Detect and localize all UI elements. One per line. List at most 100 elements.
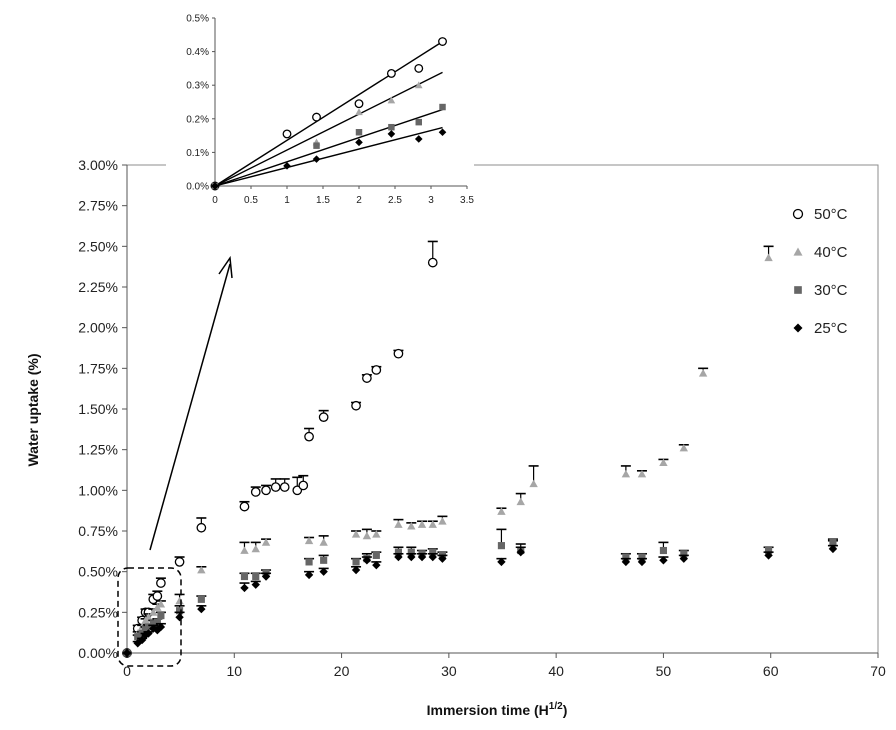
inset-fit-line [214, 126, 443, 187]
data-point [152, 591, 163, 601]
data-point [319, 538, 328, 546]
data-point [149, 620, 157, 628]
legend-marker [792, 208, 804, 220]
data-point [240, 572, 249, 581]
data-point [134, 633, 142, 641]
x-tick-label: 40 [548, 663, 564, 679]
data-point [362, 556, 372, 565]
data-point [156, 578, 166, 588]
data-point [659, 556, 668, 565]
inset-data-point [439, 103, 446, 111]
inset-data-point [211, 182, 219, 190]
data-point [638, 553, 646, 561]
y-tick-label: 1.50% [78, 401, 118, 417]
inset-data-point [282, 129, 292, 139]
legend-marker [793, 323, 803, 333]
inset-y-tick-label: 0.0% [186, 182, 209, 193]
y-tick-label: 3.00% [78, 157, 118, 173]
inset-data-point [312, 112, 321, 122]
legend-label: 50°C [814, 206, 848, 223]
main-x-tick-labels: 0 10 20 30 40 50 60 70 [123, 653, 886, 679]
inset-x-tick-label: 0.5 [244, 195, 258, 206]
data-point [304, 570, 314, 580]
inset-data-point [355, 138, 363, 147]
inset-data-point [438, 128, 447, 137]
data-point [149, 608, 158, 616]
inset-y-tick-label: 0.4% [186, 47, 209, 58]
data-point [428, 520, 437, 528]
data-point [352, 558, 360, 566]
inset-x-tick-label: 2 [356, 195, 362, 206]
data-point [144, 613, 153, 621]
data-point [319, 567, 328, 576]
inset-background [166, 4, 474, 214]
data-point [304, 536, 314, 545]
data-point [394, 548, 403, 556]
inset-axes [214, 18, 467, 187]
inset-data-point [354, 99, 364, 109]
data-point [659, 458, 668, 467]
legend: 50°C 40°C 30°C 25°C [792, 206, 848, 337]
data-point [394, 520, 403, 528]
inset-data-point [387, 130, 396, 138]
inset-data-point [388, 123, 395, 131]
legend-marker [794, 286, 802, 294]
main-data-marks [122, 240, 838, 658]
y-tick-label: 2.50% [78, 238, 118, 254]
inset-y-tick-label: 0.2% [186, 114, 209, 125]
data-point [197, 604, 206, 614]
data-point [698, 369, 708, 377]
data-point [497, 507, 506, 515]
data-point [362, 531, 372, 540]
y-tick-label: 1.75% [78, 360, 118, 376]
x-tick-label: 60 [763, 663, 779, 679]
y-tick-label: 0.00% [78, 645, 118, 661]
main-y-tick-labels: 0.00% 0.25% 0.50% 0.75% 1.00% 1.25% 1.50% 1.75%… [78, 157, 127, 661]
data-point [196, 522, 207, 533]
x-tick-label: 20 [334, 663, 350, 679]
inset-data-point [387, 96, 396, 104]
x-axis-label-superscript: 1/2 [549, 701, 563, 712]
inset-y-tick-label: 0.5% [186, 14, 209, 25]
x-tick-label: 70 [870, 663, 886, 679]
x-axis-label-suffix: ) [563, 702, 568, 718]
data-point [174, 557, 185, 567]
legend-label: 40°C [814, 244, 848, 261]
inset-data-point [283, 162, 291, 170]
inset-data-point [414, 81, 423, 89]
data-point [407, 548, 415, 556]
data-point [304, 431, 314, 442]
inset-x-tick-label: 3.5 [460, 195, 474, 206]
y-tick-label: 1.25% [78, 442, 118, 458]
data-point [764, 546, 773, 555]
data-point [659, 546, 667, 555]
inset-tick-labels: 0.0% 0.1% 0.2% 0.3% 0.4% 0.5% 0 0.5 1 1.5 2 2.5 3 3.5 [186, 14, 474, 207]
data-point [250, 487, 261, 497]
data-point [622, 553, 630, 561]
inset-x-tick-label: 1.5 [316, 195, 330, 206]
data-point [438, 517, 447, 525]
data-point [829, 538, 837, 546]
zoom-arrow-head [218, 255, 233, 279]
zoom-arrow-line [149, 263, 231, 551]
y-tick-label: 0.25% [78, 604, 118, 620]
data-point [318, 412, 329, 422]
series-1 [122, 245, 838, 657]
data-point [153, 618, 161, 626]
data-point [764, 253, 773, 262]
inset-data-point [355, 129, 363, 136]
data-point [516, 497, 525, 506]
x-tick-label: 30 [441, 663, 457, 679]
inset-data-point [355, 108, 363, 116]
data-point [175, 613, 184, 622]
legend-label: 30°C [814, 282, 848, 299]
data-point [175, 596, 184, 605]
data-point [261, 572, 271, 581]
y-tick-label: 0.75% [78, 523, 118, 539]
data-point [764, 551, 773, 560]
data-point [351, 530, 361, 538]
inset-data-point [414, 63, 424, 73]
inset-data-point [312, 155, 321, 163]
y-tick-label: 2.75% [78, 198, 118, 214]
inset-data-point [438, 37, 447, 46]
